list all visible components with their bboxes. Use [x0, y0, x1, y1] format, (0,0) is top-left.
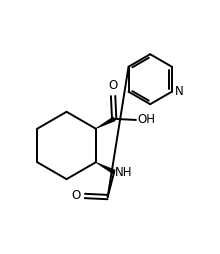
Polygon shape [96, 162, 115, 174]
Text: O: O [108, 79, 118, 92]
Text: O: O [72, 189, 81, 202]
Text: OH: OH [137, 114, 155, 126]
Polygon shape [96, 117, 115, 129]
Text: N: N [175, 85, 184, 98]
Text: NH: NH [115, 166, 133, 179]
